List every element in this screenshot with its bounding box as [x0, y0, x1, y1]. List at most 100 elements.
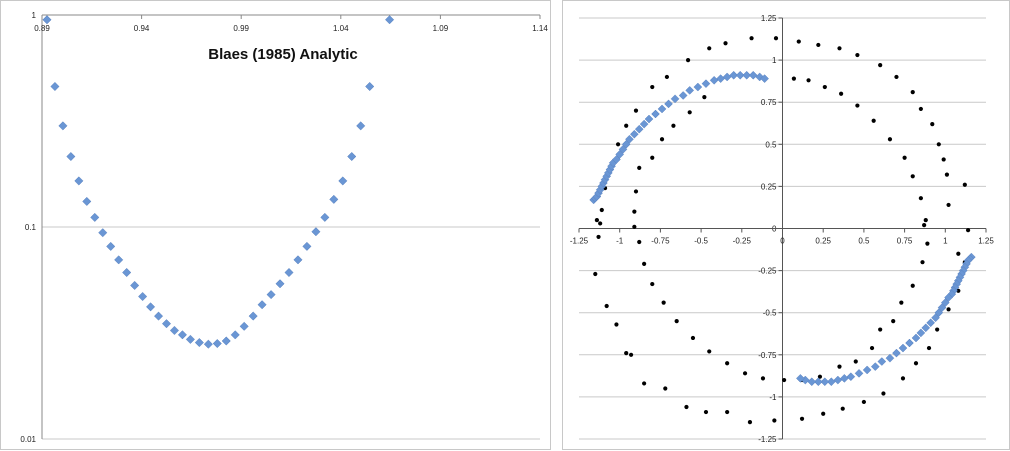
data-point-dot	[799, 416, 805, 421]
data-point-dot	[637, 165, 642, 170]
data-point	[98, 228, 108, 238]
data-point	[248, 311, 258, 321]
data-point-dot	[773, 36, 779, 41]
data-point-dot	[837, 364, 842, 369]
data-point	[230, 330, 240, 340]
data-point	[257, 300, 267, 310]
data-point	[293, 255, 303, 265]
data-point-dot	[920, 260, 925, 265]
data-point-dot	[642, 381, 647, 386]
data-point-dot	[614, 322, 619, 327]
x-tick-label: 1.09	[433, 24, 449, 33]
data-point-diamond	[748, 70, 758, 80]
data-point-diamond	[701, 79, 711, 89]
data-point-dot	[596, 234, 601, 240]
x-tick-label: 0.99	[233, 24, 249, 33]
x-tick-label: -0.5	[694, 237, 708, 246]
data-point-dot	[855, 103, 860, 108]
data-point	[194, 338, 204, 348]
data-point-diamond	[921, 323, 931, 333]
data-point-diamond	[916, 328, 926, 338]
data-point-diamond	[862, 365, 872, 375]
data-point-diamond	[846, 372, 856, 382]
data-point-dot	[926, 345, 932, 351]
data-point-dot	[650, 84, 655, 90]
data-point-diamond	[735, 70, 745, 80]
data-point-dot	[891, 319, 896, 324]
data-point-dot	[659, 137, 665, 142]
data-point-dot	[918, 106, 923, 112]
data-point-dot	[922, 223, 927, 228]
data-point-dot	[816, 42, 821, 48]
data-point-dot	[944, 172, 950, 177]
data-point	[284, 267, 294, 278]
data-point	[177, 330, 187, 340]
data-point-diamond	[709, 75, 719, 85]
data-point-diamond	[664, 99, 673, 109]
x-tick-label: -1	[616, 237, 624, 246]
data-point	[130, 280, 140, 291]
data-point	[74, 176, 84, 186]
right-chart-panel: 1.25 1 0.75 0.5 0.25 0 -0.25 -0.5 -0.75 -1 -1.25 -1…	[562, 0, 1010, 450]
data-point-diamond	[807, 377, 817, 387]
data-point-dot	[861, 399, 866, 405]
data-point-diamond	[625, 134, 634, 144]
data-point-dot	[962, 182, 967, 187]
data-point-dot	[902, 155, 907, 160]
data-point-diamond	[854, 368, 864, 378]
y-tick-label: 0.01	[20, 435, 36, 444]
data-point	[114, 255, 124, 265]
data-point	[185, 334, 195, 344]
y-tick-label: 1.25	[761, 14, 777, 23]
data-point-diamond	[678, 91, 688, 100]
data-point-dot	[869, 345, 875, 351]
x-tick-label: 1.04	[333, 24, 349, 33]
data-point-dot	[900, 376, 906, 381]
data-point-diamond	[931, 313, 940, 323]
x-tick-label: -0.25	[733, 237, 752, 246]
data-point-dot	[632, 224, 637, 229]
data-point-dot	[628, 352, 634, 357]
data-point	[82, 196, 92, 206]
x-tick-label: 0.89	[34, 24, 50, 33]
data-point-dot	[887, 137, 893, 142]
data-point-dot	[840, 406, 845, 411]
data-point	[320, 212, 330, 222]
data-point-dot	[742, 371, 748, 376]
data-point	[356, 121, 366, 131]
data-point-dot	[749, 36, 754, 41]
data-point-diamond	[634, 124, 644, 134]
data-point-diamond	[926, 318, 936, 328]
x-tick-label: 0	[780, 237, 785, 246]
data-point	[385, 15, 395, 25]
data-point	[302, 241, 312, 251]
data-point-dot	[637, 239, 642, 245]
data-point-dot	[760, 376, 766, 381]
left-chart: 1 0.1 0.01 0.89 0.94 0.99 1.04 1.09 1.14 Blaes (1…	[20, 11, 548, 444]
data-point-dot	[642, 261, 647, 266]
data-point	[365, 81, 375, 92]
data-point-diamond	[657, 104, 667, 114]
y-tick-label: -1.25	[758, 435, 777, 444]
data-point	[212, 338, 222, 349]
data-point	[106, 241, 116, 251]
data-point-diamond	[651, 109, 660, 119]
data-point-dot	[599, 207, 604, 213]
y-tick-label: -1	[769, 393, 777, 402]
data-point-dot	[633, 189, 639, 194]
data-point-diamond	[892, 348, 901, 358]
x-tick-label: 1	[943, 237, 948, 246]
data-point-dot	[594, 217, 600, 223]
data-point	[153, 311, 164, 321]
data-point-dot	[703, 409, 709, 415]
data-point-dot	[661, 300, 666, 305]
data-point-dot	[910, 283, 915, 288]
data-point	[122, 267, 132, 278]
data-point-diamond	[826, 377, 836, 387]
data-point-diamond	[729, 70, 739, 80]
data-point	[50, 81, 60, 92]
data-point-dot	[822, 84, 827, 90]
right-chart: 1.25 1 0.75 0.5 0.25 0 -0.25 -0.5 -0.75 -1 -1.25 -1…	[570, 14, 994, 444]
data-point-dot	[674, 319, 679, 324]
data-point-dot	[650, 281, 655, 287]
